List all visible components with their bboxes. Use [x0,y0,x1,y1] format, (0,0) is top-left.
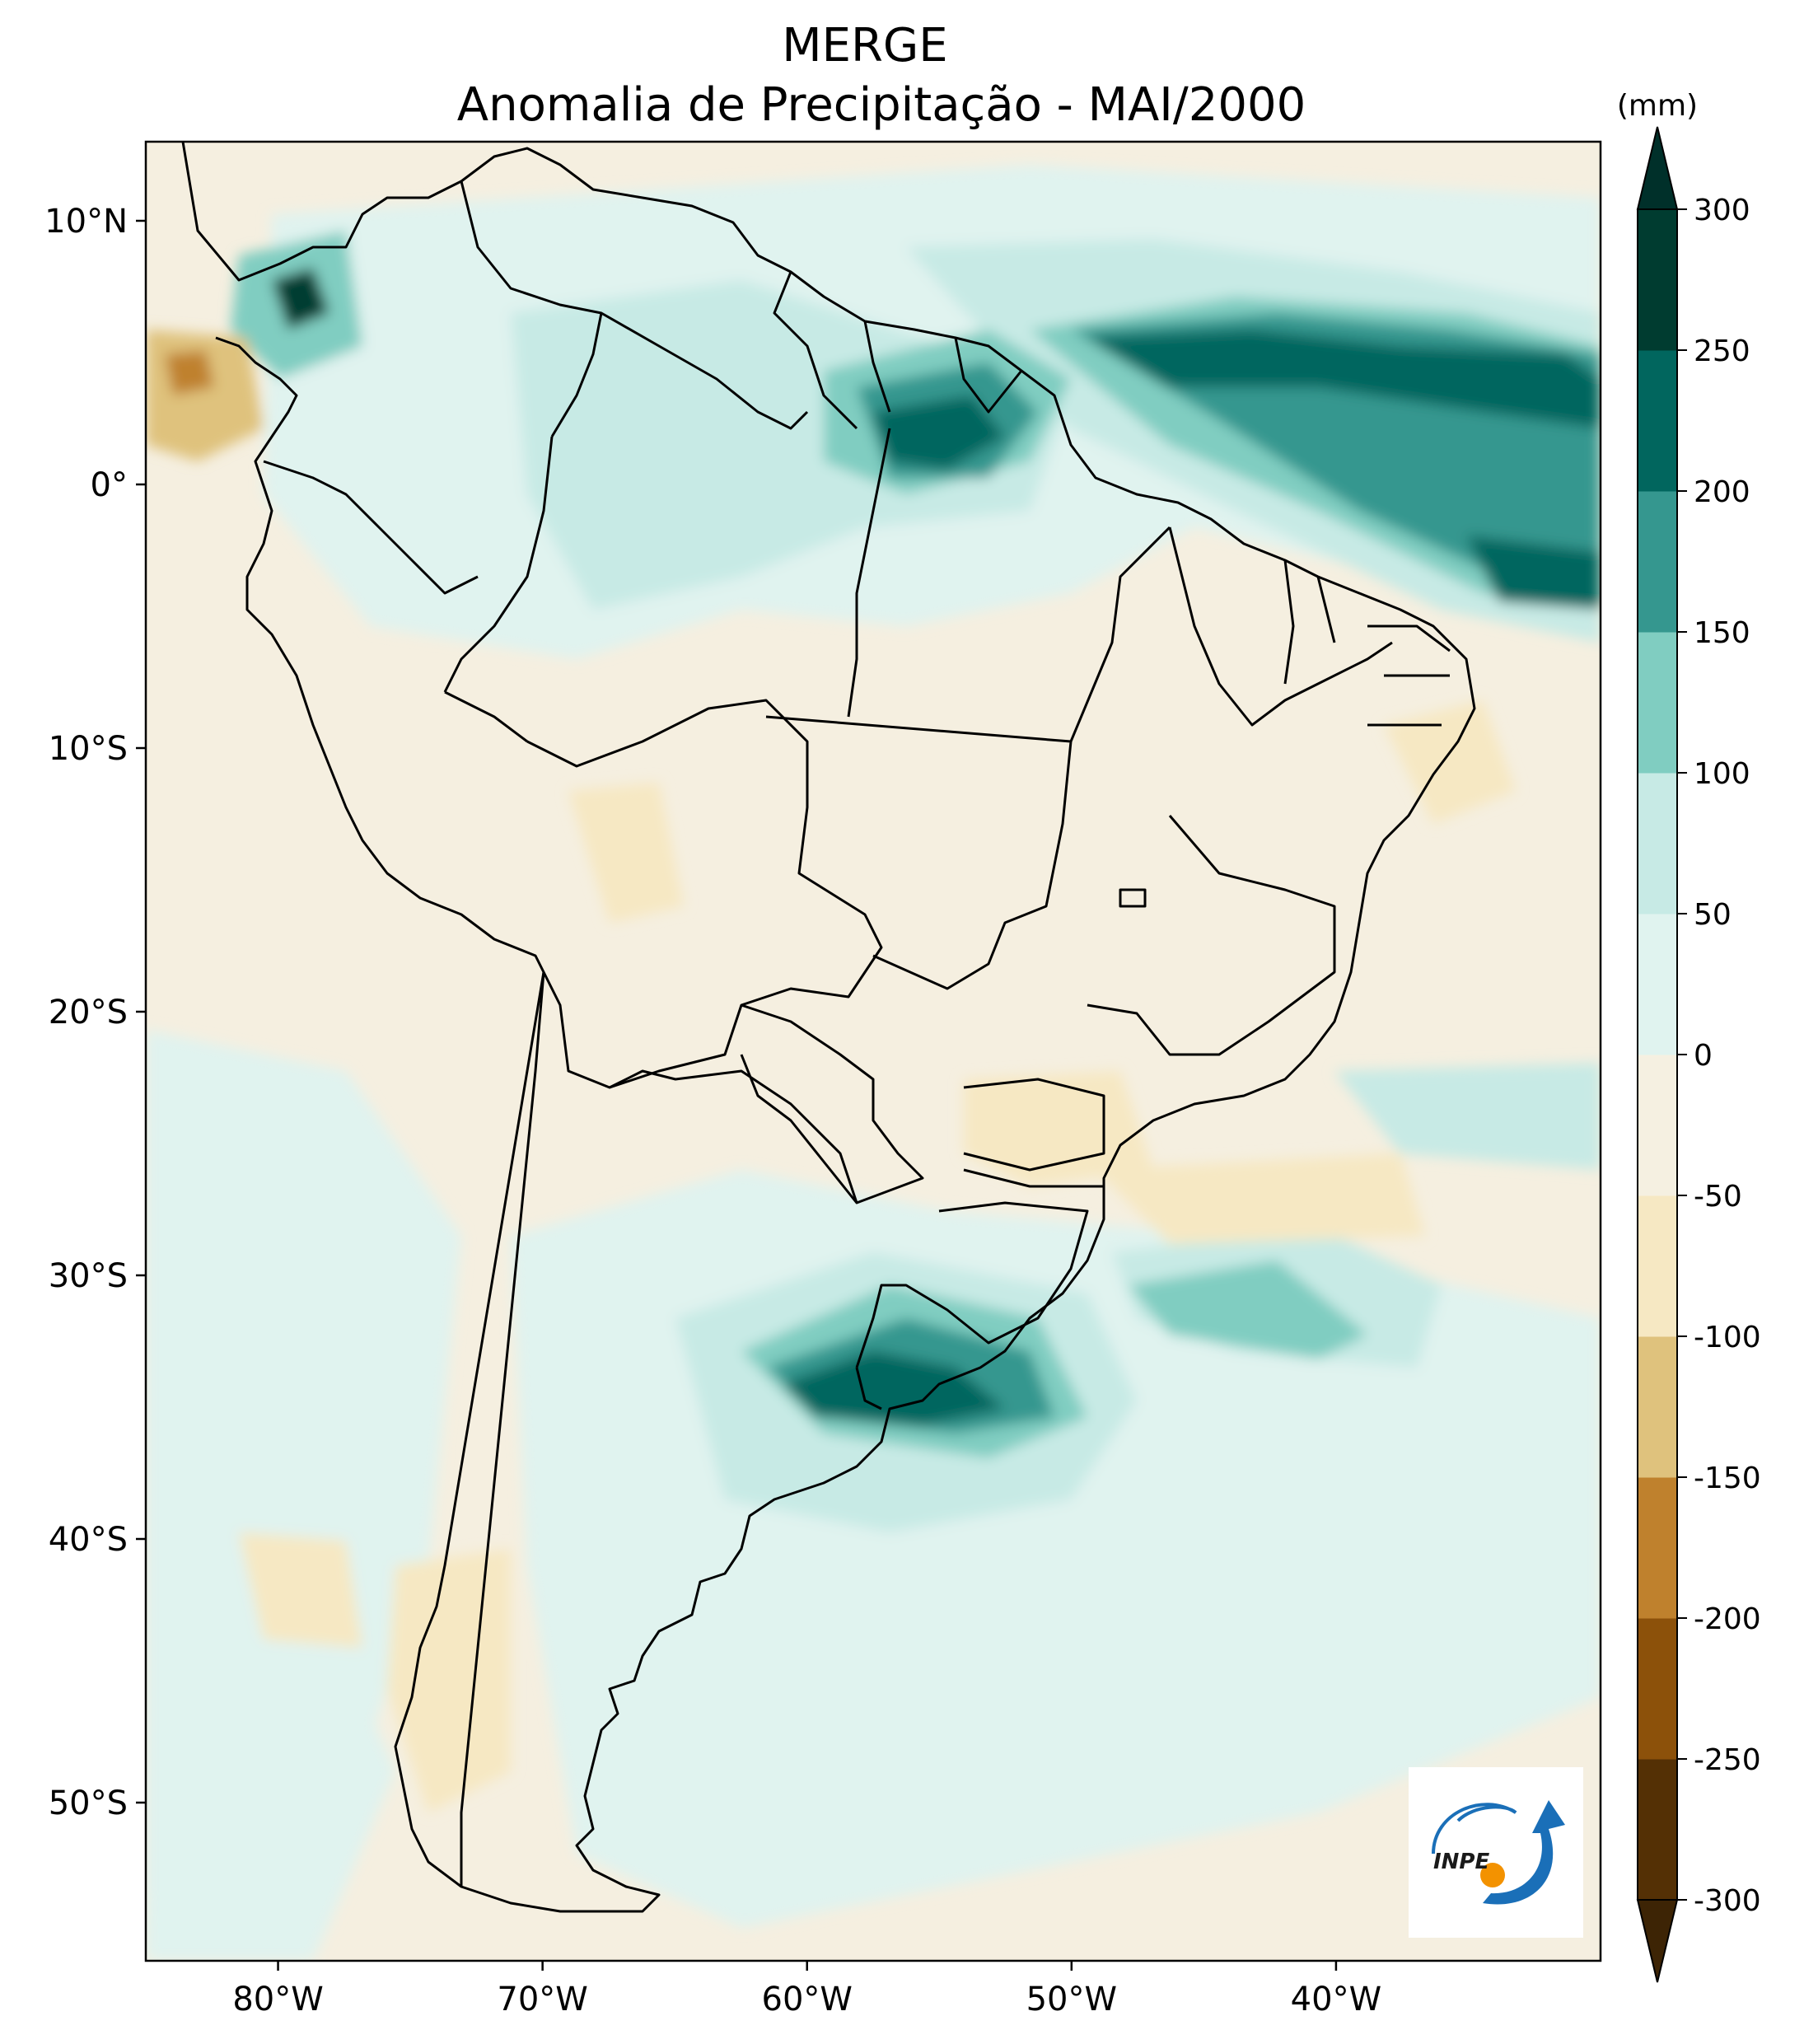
colorbar-tick-label: 250 [1694,334,1750,368]
border-guyana [773,271,858,430]
colorbar-segment [1638,1195,1677,1337]
border-venezuela-brazil [601,311,809,430]
x-tick-label: 50°W [1026,1981,1117,2018]
border-french-guiana [954,337,1023,414]
anomaly-extreme-positive-uruguay [783,1351,1005,1425]
anomaly-negative-pacific-sw [239,1532,362,1648]
y-tick-label: 30°S [49,1257,128,1295]
border-paraguay [740,1003,924,1204]
figure-title-line1: MERGE [782,19,947,72]
anomaly-negative-ne-brazil [1384,700,1516,824]
border-acre-rondonia [444,690,528,743]
anomaly-weak-positive-sw [146,1615,395,1961]
colorbar-tick-label: -300 [1694,1884,1761,1918]
colorbar-segment [1638,491,1677,633]
border-bahia [1168,526,1393,727]
coastlines-and-borders [181,142,1476,1913]
y-axis-ticks: 10°N 0° 10°S 20°S 30°S 40°S 50°S [44,203,146,1822]
anomaly-negative-south-brazil [964,1071,1153,1186]
anomaly-extreme-positive-equatorial [1466,536,1601,610]
colorbar-extend-low [1636,1899,1679,1983]
colorbar-segment [1638,1759,1677,1901]
map-panel [146,142,1601,1961]
x-tick-label: 60°W [762,1981,853,2018]
colorbar-tick-label: -150 [1694,1462,1761,1495]
logo-swoosh-icon [1432,1803,1517,1855]
colorbar-segment [1638,350,1677,492]
colorbar-tick-label: 200 [1694,475,1750,509]
y-tick-label: 40°S [49,1521,128,1559]
figure-title-line2: Anomalia de Precipitação - MAI/2000 [457,78,1306,132]
border-mato-grosso [765,715,1073,990]
colorbar-segments [1636,126,1679,1983]
colorbar-segment [1638,1055,1677,1196]
colorbar-tick-label: -200 [1694,1602,1761,1636]
border-argentina-uruguay [855,1367,882,1410]
y-tick-label: 10°N [44,203,128,241]
colorbar-tick-label: 100 [1694,757,1750,791]
anomaly-extreme-positive-guianas [873,395,1005,470]
y-tick-label: 20°S [49,994,128,1031]
y-tick-label: 0° [91,466,128,504]
border-ecuador-peru [263,460,479,595]
inpe-logo: INPE [1409,1767,1583,1938]
border-colombia-venezuela [460,180,603,437]
logo-text: INPE [1433,1850,1489,1874]
colorbar-tick-label: -250 [1694,1743,1761,1777]
map-frame [144,140,1602,1962]
border-rio-grande-sul [855,1201,1089,1368]
logo-arrow-icon [1483,1800,1565,1905]
colorbar-segment [1638,1336,1677,1478]
colorbar-tick-label: 0 [1694,1039,1713,1073]
x-tick-label: 40°W [1291,1981,1381,2018]
x-tick-label: 70°W [497,1981,587,2018]
border-ne-states [1283,559,1451,727]
colorbar-segment [1638,1618,1677,1760]
anomaly-extreme-positive-panama [272,268,329,330]
anomaly-strong-positive-southatl [1129,1261,1367,1359]
logo-sun-icon [1480,1863,1505,1887]
colorbar-segment [1638,1477,1677,1619]
border-suriname [863,320,891,413]
colorbar-ticks: -300 -250 -200 -150 -100 -50 0 50 100 150 200 250 30… [1677,194,1761,1918]
colorbar: (mm) -300 -250 -200 -150 -100 -50 0 50 100 150 200… [1617,89,1761,1983]
anomaly-negative-south-atl [1096,1153,1425,1244]
logo-background [1409,1767,1583,1938]
border-peru-brazil [443,436,554,693]
y-tick-label: 10°S [49,730,128,768]
border-minas-gerais [1087,815,1336,1056]
colorbar-tick-label: 300 [1694,194,1750,227]
colorbar-segment [1638,773,1677,914]
anomaly-negative-bolivia [568,783,684,923]
colorbar-segment [1638,914,1677,1055]
colorbar-tick-label: -100 [1694,1321,1761,1354]
colorbar-extend-high [1636,126,1679,210]
x-tick-label: 80°W [232,1981,323,2018]
colorbar-segment [1638,632,1677,774]
anomaly-negative-ecuador-strong [165,350,214,395]
colorbar-tick-label: 150 [1694,616,1750,650]
border-parana [963,1078,1105,1172]
border-goias [1069,526,1171,742]
colorbar-tick-label: 50 [1694,898,1732,932]
south-america-coastline [181,142,1476,1913]
border-amazonas-para [847,428,891,718]
anomaly-field [146,165,1601,1961]
colorbar-unit-label: (mm) [1617,89,1698,123]
border-argentina-chile [460,971,545,1887]
border-santa-catarina [963,1168,1104,1188]
x-axis-ticks: 80°W 70°W 60°W 50°W 40°W [232,1961,1381,2018]
colorbar-segment [1638,209,1677,351]
border-argentina-paraguay [609,1069,858,1204]
anomaly-moderate-positive-atlantic-se [1334,1063,1601,1170]
y-tick-label: 50°S [49,1784,128,1822]
colorbar-tick-label: -50 [1694,1180,1742,1214]
border-brasilia-df [1119,888,1147,908]
anomaly-extreme-positive-atlantic [1087,330,1601,428]
